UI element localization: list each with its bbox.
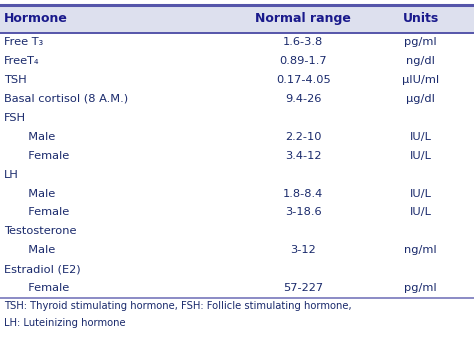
Text: μg/dl: μg/dl <box>406 94 435 104</box>
Text: 1.8-8.4: 1.8-8.4 <box>283 188 323 198</box>
Text: 0.89-1.7: 0.89-1.7 <box>280 56 327 66</box>
Text: Normal range: Normal range <box>255 12 351 25</box>
Text: 3-12: 3-12 <box>291 245 316 255</box>
Text: Free T₃: Free T₃ <box>4 37 43 47</box>
Text: Female: Female <box>21 283 70 293</box>
Text: ng/dl: ng/dl <box>406 56 435 66</box>
Text: Female: Female <box>21 208 70 217</box>
Text: 3.4-12: 3.4-12 <box>285 151 322 161</box>
Text: Units: Units <box>402 12 439 25</box>
Text: 3-18.6: 3-18.6 <box>285 208 322 217</box>
Text: TSH: TSH <box>4 75 27 85</box>
Text: pg/ml: pg/ml <box>404 37 437 47</box>
Text: LH: Luteinizing hormone: LH: Luteinizing hormone <box>4 318 126 328</box>
Text: ng/ml: ng/ml <box>404 245 437 255</box>
Text: LH: LH <box>4 170 18 180</box>
Text: Male: Male <box>21 188 55 198</box>
Text: Male: Male <box>21 245 55 255</box>
Text: IU/L: IU/L <box>410 208 432 217</box>
Text: μIU/ml: μIU/ml <box>402 75 439 85</box>
Text: TSH: Thyroid stimulating hormone, FSH: Follicle stimulating hormone,: TSH: Thyroid stimulating hormone, FSH: F… <box>4 301 351 311</box>
Text: 2.2-10: 2.2-10 <box>285 132 322 142</box>
Text: FreeT₄: FreeT₄ <box>4 56 39 66</box>
Text: 0.17-4.05: 0.17-4.05 <box>276 75 331 85</box>
Text: FSH: FSH <box>4 113 26 123</box>
Text: pg/ml: pg/ml <box>404 283 437 293</box>
Text: Basal cortisol (8 A.M.): Basal cortisol (8 A.M.) <box>4 94 128 104</box>
Text: Estradiol (E2): Estradiol (E2) <box>4 264 81 274</box>
Text: Male: Male <box>21 132 55 142</box>
Bar <box>0 5 474 33</box>
Text: 57-227: 57-227 <box>283 283 323 293</box>
Text: 1.6-3.8: 1.6-3.8 <box>283 37 323 47</box>
Text: IU/L: IU/L <box>410 151 432 161</box>
Text: Testosterone: Testosterone <box>4 226 76 236</box>
Text: IU/L: IU/L <box>410 188 432 198</box>
Text: Hormone: Hormone <box>4 12 68 25</box>
Text: Female: Female <box>21 151 70 161</box>
Text: 9.4-26: 9.4-26 <box>285 94 321 104</box>
Text: IU/L: IU/L <box>410 132 432 142</box>
